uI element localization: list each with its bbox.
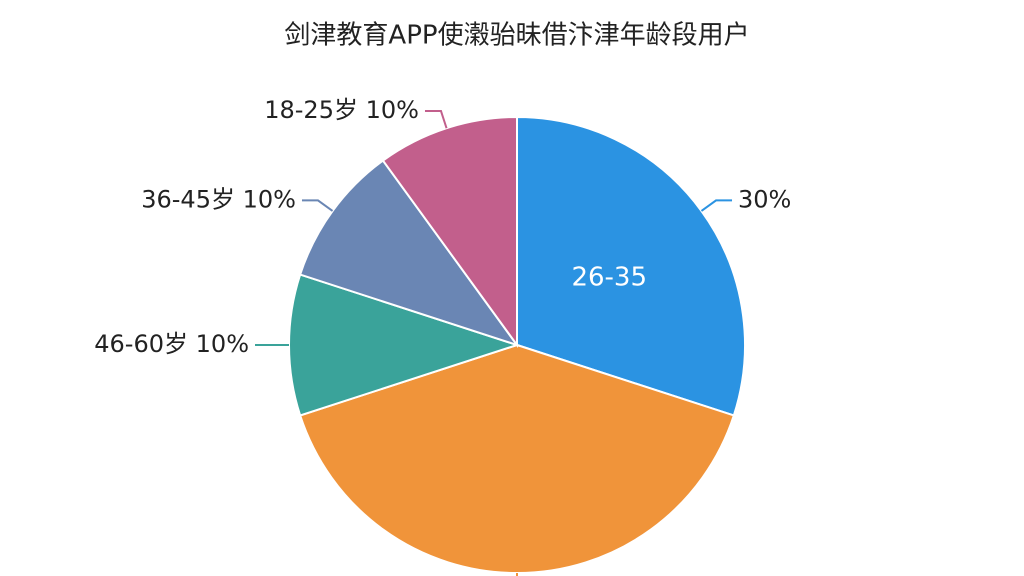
leader-line: [301, 199, 334, 212]
label-value: 10%: [243, 185, 296, 213]
slice-label: 30%: [738, 185, 791, 213]
slice-label: 36-45岁 10%: [141, 185, 296, 213]
label-value: 10%: [196, 330, 249, 358]
inner-label: 26-35: [571, 262, 647, 292]
slice-label: 18-25岁 10%: [264, 96, 419, 124]
label-category: 18-25岁: [264, 96, 358, 124]
label-category: 36-45岁: [141, 185, 235, 213]
chart-title: 剑津教育APP使濲骀昧借汴津年龄段用户: [284, 21, 749, 51]
slice-label: 46-60岁 10%: [94, 330, 249, 358]
label-category: 46-60岁: [94, 330, 188, 358]
leader-line: [424, 110, 448, 129]
leader-line: [700, 199, 733, 212]
pie-slice: [516, 115, 746, 417]
label-value: 10%: [366, 96, 419, 124]
label-value: 30%: [738, 185, 791, 213]
